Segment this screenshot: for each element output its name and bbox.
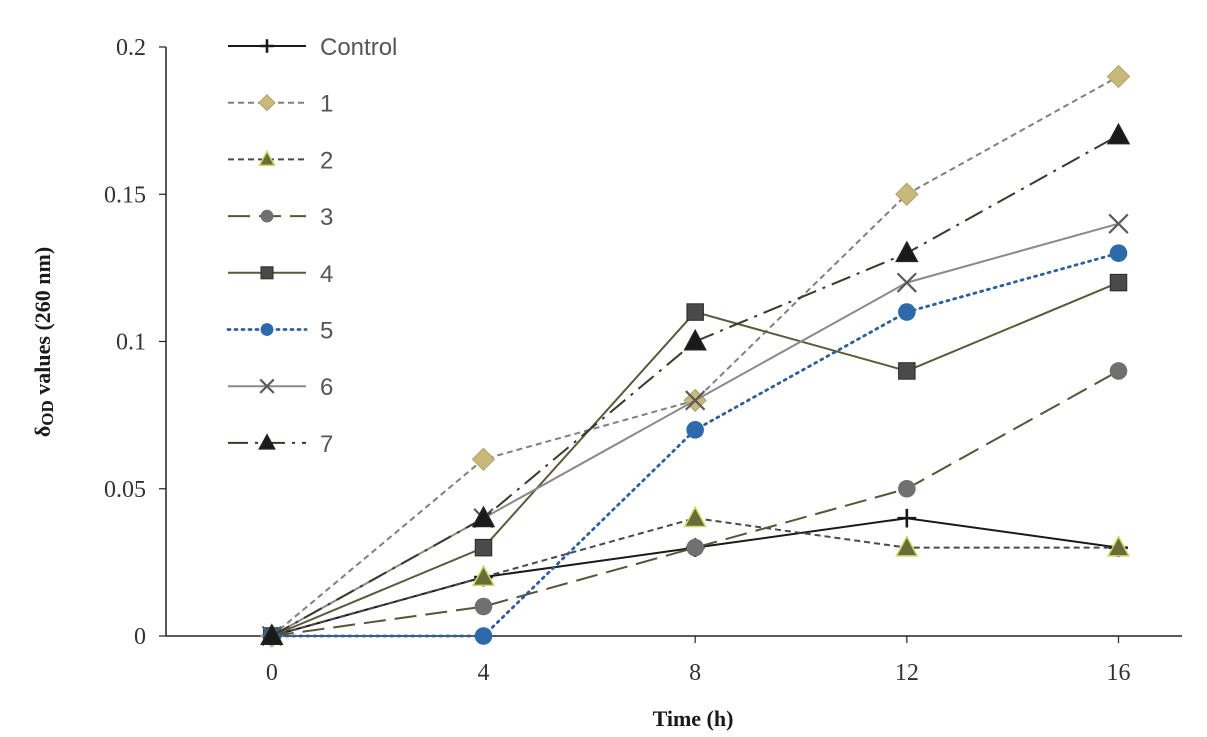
legend-marker xyxy=(260,209,274,223)
axes: 00.050.10.150.20 4 8 12 16 xyxy=(104,35,1182,686)
data-point xyxy=(898,303,916,321)
legend-label: 4 xyxy=(320,261,333,288)
legend-item: 1 xyxy=(228,91,333,118)
data-point xyxy=(471,505,496,528)
legend: Control 1 2 3 4 5 6 7 xyxy=(226,34,397,458)
legend-marker xyxy=(260,266,274,280)
series-line xyxy=(271,370,1119,637)
data-point xyxy=(474,597,493,616)
series-1 xyxy=(260,64,1131,648)
data-point xyxy=(686,538,704,557)
data-point xyxy=(1109,362,1128,380)
x-tick-label: 16 xyxy=(1107,660,1131,686)
legend-item: 3 xyxy=(228,204,333,231)
y-tick-label: 0.15 xyxy=(104,182,146,208)
data-point xyxy=(1108,213,1129,234)
data-point xyxy=(686,303,704,321)
legend-marker xyxy=(259,378,275,394)
y-tick-label: 0.1 xyxy=(116,330,146,356)
y-axis-title-rest: values (260 nm) xyxy=(30,247,55,400)
data-point xyxy=(474,538,493,557)
legend-label: 3 xyxy=(320,204,333,231)
series-control xyxy=(262,508,1128,646)
legend-label: Control xyxy=(320,34,397,61)
legend-marker xyxy=(258,433,276,450)
legend-label: 6 xyxy=(320,374,333,401)
y-axis-title-main: δ xyxy=(30,426,55,437)
legend-marker xyxy=(258,93,276,112)
series-line xyxy=(271,134,1119,637)
data-point xyxy=(897,508,917,528)
x-tick-label: 4 xyxy=(478,660,490,686)
y-tick-label: 0.2 xyxy=(116,35,146,61)
data-point xyxy=(895,182,919,206)
series-layer xyxy=(260,64,1131,648)
data-point xyxy=(1106,64,1131,89)
series-line xyxy=(271,517,1119,637)
series-7 xyxy=(260,122,1131,645)
legend-label: 1 xyxy=(320,91,333,118)
y-tick-label: 0 xyxy=(134,624,146,650)
data-point xyxy=(260,623,284,645)
data-point xyxy=(683,328,707,351)
data-point xyxy=(1106,535,1131,557)
data-point xyxy=(1106,122,1131,145)
data-point xyxy=(896,272,917,293)
x-tick-label: 12 xyxy=(895,660,919,686)
legend-item: 5 xyxy=(226,318,333,345)
data-point xyxy=(471,447,496,472)
series-3 xyxy=(263,362,1128,645)
legend-marker xyxy=(260,323,274,336)
legend-marker xyxy=(258,149,276,167)
legend-label: 7 xyxy=(320,431,333,458)
data-point xyxy=(683,505,707,528)
x-tick-label: 0 xyxy=(266,660,278,686)
data-point xyxy=(895,535,919,557)
legend-item: 7 xyxy=(228,431,333,458)
data-point xyxy=(1109,244,1128,262)
legend-item: Control xyxy=(228,34,397,61)
y-axis-title-sub: OD xyxy=(38,400,57,426)
x-axis-title: Time (h) xyxy=(653,706,734,731)
data-point xyxy=(471,564,496,587)
data-point xyxy=(1109,273,1128,292)
legend-item: 6 xyxy=(228,374,333,401)
data-point xyxy=(686,421,704,439)
data-point xyxy=(685,390,706,411)
x-tick-label: 8 xyxy=(689,660,701,686)
data-point xyxy=(895,240,919,263)
legend-item: 2 xyxy=(228,147,333,174)
legend-marker xyxy=(260,39,274,53)
legend-label: 2 xyxy=(320,147,333,174)
series-2 xyxy=(260,505,1131,645)
y-tick-label: 0.05 xyxy=(104,477,146,503)
y-axis-title: δOD values (260 nm) xyxy=(30,247,57,437)
data-point xyxy=(898,479,916,498)
data-point xyxy=(474,627,493,645)
data-point xyxy=(898,362,916,380)
legend-label: 5 xyxy=(320,318,333,345)
legend-item: 4 xyxy=(228,261,333,288)
